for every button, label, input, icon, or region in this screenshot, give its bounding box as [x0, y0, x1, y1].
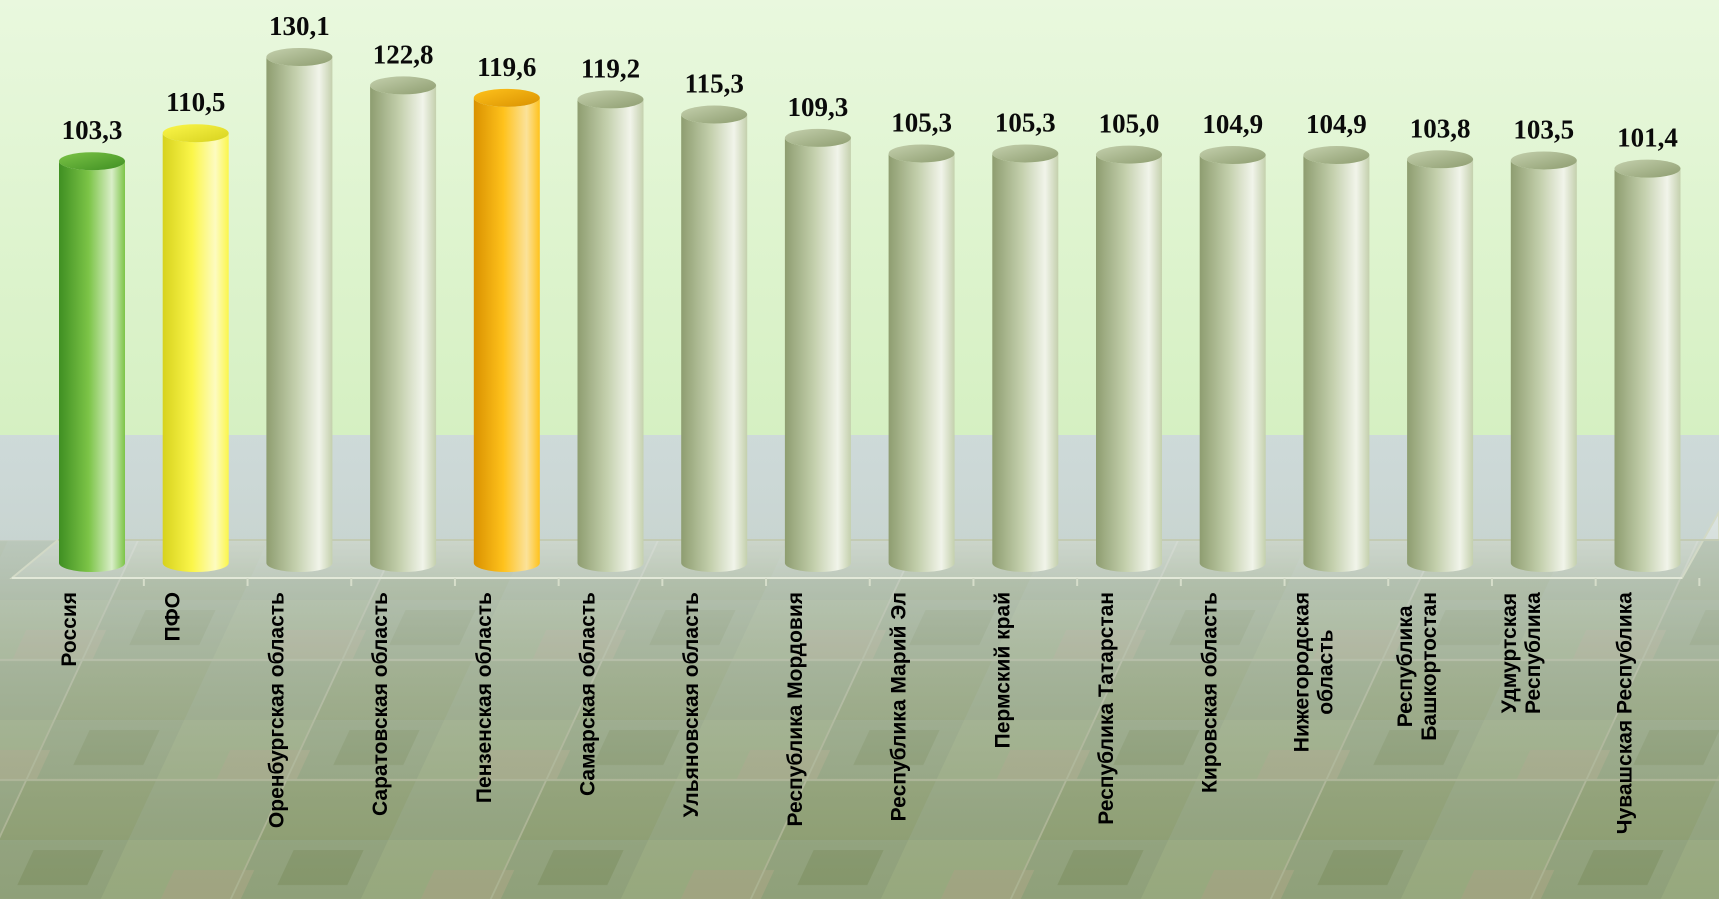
bar-body — [577, 99, 644, 572]
category-label: Пензенская область — [473, 592, 496, 803]
bar-body — [1303, 155, 1370, 573]
bar-2 — [162, 124, 229, 572]
bar-top — [1303, 146, 1370, 165]
category-label: УдмуртскаяРеспублика — [1498, 592, 1545, 714]
bar-3 — [266, 48, 333, 572]
value-label: 122,8 — [373, 39, 434, 69]
category-label: Республика Марий Эл — [888, 592, 911, 821]
bar-body — [59, 161, 125, 572]
category-label: Кировская область — [1199, 592, 1222, 793]
value-label: 105,3 — [995, 107, 1056, 137]
value-label: 109,3 — [788, 92, 849, 122]
bar-body — [681, 114, 748, 572]
bar-top — [1407, 150, 1474, 169]
bar-top — [1199, 146, 1266, 165]
bar-15 — [1510, 151, 1577, 572]
category-label: Россия — [58, 592, 81, 667]
bar-14 — [1407, 150, 1474, 572]
bar-top — [577, 90, 644, 109]
bar-top — [370, 76, 437, 95]
bar-body — [1510, 160, 1577, 572]
value-label: 103,5 — [1513, 114, 1574, 144]
bar-body — [370, 85, 437, 573]
category-label: Чувашская Республика — [1614, 592, 1637, 834]
value-label: 105,0 — [1099, 109, 1160, 139]
bar-13 — [1303, 146, 1370, 573]
bar-body — [162, 133, 229, 572]
bar-12 — [1199, 146, 1266, 573]
value-label: 130,1 — [269, 11, 330, 41]
category-label: Нижегородскаяобласть — [1290, 592, 1337, 752]
category-label: Пермский край — [991, 592, 1014, 748]
value-label: 101,4 — [1617, 123, 1678, 153]
bar-top — [473, 88, 540, 107]
value-label: 110,5 — [166, 87, 225, 117]
bar-top — [59, 152, 125, 171]
bar-body — [1614, 168, 1681, 573]
value-label: 119,6 — [477, 52, 536, 82]
bar-top — [784, 128, 851, 147]
bar-body — [1199, 155, 1266, 573]
bar-16 — [1614, 159, 1681, 573]
value-label: 104,9 — [1202, 109, 1263, 139]
bar-body — [266, 57, 333, 572]
value-label: 103,3 — [62, 115, 123, 145]
bar-body — [992, 153, 1059, 573]
value-label: 105,3 — [891, 107, 952, 137]
bar-top — [1096, 145, 1162, 164]
bar-top — [681, 105, 748, 124]
bar-top — [1510, 151, 1577, 170]
category-label: Саратовская область — [369, 592, 392, 816]
category-label: ПФО — [162, 592, 185, 641]
bar-body — [784, 137, 851, 572]
value-label: 115,3 — [685, 69, 744, 99]
value-label: 119,2 — [581, 53, 640, 83]
bar-10 — [992, 144, 1059, 573]
bar-body — [888, 153, 955, 573]
bar-body — [1096, 154, 1162, 572]
bar-top — [888, 144, 955, 163]
category-label: Ульяновская область — [680, 592, 703, 817]
bar-8 — [784, 128, 851, 572]
category-label: Республика Мордовия — [784, 592, 807, 827]
bar-top — [992, 144, 1059, 163]
value-label: 103,8 — [1410, 113, 1471, 143]
bar-9 — [888, 144, 955, 573]
bar-5 — [473, 88, 540, 572]
value-label: 104,9 — [1306, 109, 1367, 139]
category-label: Самарская область — [577, 592, 600, 796]
bar-4 — [370, 76, 437, 573]
bar-11 — [1096, 145, 1162, 572]
bar-top — [162, 124, 229, 143]
bar-top — [1614, 159, 1681, 178]
bar-7 — [681, 105, 748, 572]
category-label: РеспубликаБашкортостан — [1394, 592, 1441, 741]
bar-body — [473, 97, 540, 572]
category-label: Оренбургская область — [265, 592, 288, 828]
bar-6 — [577, 90, 644, 572]
bar-body — [1407, 159, 1474, 572]
bar-1 — [59, 152, 125, 572]
bar-top — [266, 48, 333, 66]
category-label: Республика Татарстан — [1095, 592, 1118, 825]
